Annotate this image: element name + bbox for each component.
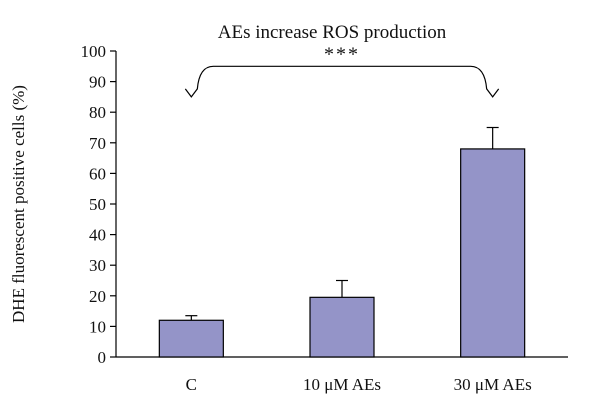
y-tick-label: 0: [98, 348, 107, 367]
category-label: C: [186, 375, 197, 394]
chart-title: AEs increase ROS production: [218, 22, 447, 43]
category-label: 30 μM AEs: [454, 375, 532, 394]
significance-label: ***: [324, 43, 360, 65]
category-label: 10 μM AEs: [303, 375, 381, 394]
y-tick-label: 70: [89, 134, 106, 153]
significance-bracket: [184, 65, 500, 98]
y-tick-label: 60: [89, 164, 106, 183]
bar: [460, 148, 526, 358]
y-tick-label: 80: [89, 103, 106, 122]
y-tick-label: 100: [81, 42, 107, 61]
plot-area: 0 10 20 30 40 50 60 70 80 90 100 C 10 μM AEs 30 μM AE…: [81, 42, 568, 394]
y-tick-label: 20: [89, 287, 106, 306]
y-tick-label: 10: [89, 317, 106, 336]
bar: [309, 296, 375, 358]
y-tick-label: 90: [89, 73, 106, 92]
y-tick-label: 50: [89, 195, 106, 214]
y-tick-label: 30: [89, 256, 106, 275]
bar: [158, 319, 224, 358]
y-axis-label: DHE fluorescent positive cells (%): [9, 85, 28, 323]
y-tick-label: 40: [89, 226, 106, 245]
